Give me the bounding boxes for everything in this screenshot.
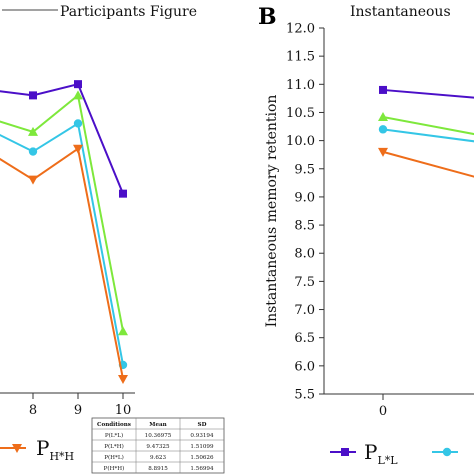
- panel-a-x-tick-label: 8: [29, 403, 37, 418]
- panel-b-letter: B: [258, 4, 277, 30]
- panel-a-series: [0, 80, 128, 384]
- panel-b-point-pll-0: [379, 85, 387, 94]
- panel-a-x-tick-label: 10: [115, 403, 132, 418]
- stats-table-cell: 9.623: [150, 455, 166, 461]
- panel-b: B Instantaneous 5.5 6.0 6.5 7.0 7.5 8.0 8.5 9.0…: [258, 4, 474, 467]
- panel-a-point-phl-2: [73, 119, 83, 128]
- panel-b-line-pll: [382, 88, 474, 99]
- legend-swatch-marker: [341, 448, 349, 456]
- stats-table: Conditions P(L*L) P(L*H) P(H*L) P(H*H) Mean 10…: [91, 417, 225, 474]
- stats-table-cell: P(L*H): [104, 443, 124, 450]
- stats-table-cell: P(H*H): [104, 465, 125, 472]
- stats-table-header: Conditions: [97, 422, 131, 428]
- panel-b-line-phl: [382, 128, 474, 143]
- panel-a-line-pll: [0, 82, 124, 195]
- panel-b-line-plh: [382, 115, 474, 136]
- legend-swatch-marker: [442, 447, 452, 457]
- panel-b-y-tick-label: 8.0: [294, 247, 315, 262]
- panel-b-x-ticks: 0: [379, 394, 387, 419]
- legend-label-phh: PH*H: [36, 436, 74, 463]
- panel-a-legend: PH*H: [0, 436, 74, 463]
- panel-b-y-tick-label: 6.5: [294, 331, 315, 346]
- stats-table-cell: P(H*L): [104, 454, 124, 461]
- panel-a-title: Participants Figure: [60, 4, 197, 20]
- panel-a: Participants Figure 8 9 10 PH*H Conditions…: [0, 4, 225, 474]
- panel-b-y-tick-label: 7.0: [294, 303, 315, 318]
- stats-table-cell: 0.93194: [190, 433, 214, 439]
- panel-b-point-phl-0: [378, 125, 388, 134]
- panel-a-x-ticks: 8 9 10: [29, 393, 131, 418]
- stats-table-cell: 9.47325: [146, 444, 170, 450]
- panel-a-point-phh-2: [73, 144, 83, 154]
- stats-table-cell: P(L*L): [105, 432, 123, 439]
- stats-table-cell: 10.36975: [145, 433, 172, 439]
- legend-swatch-marker: [12, 444, 22, 453]
- panel-a-point-pll-3: [119, 189, 127, 198]
- panel-b-title: Instantaneous: [350, 4, 451, 20]
- panel-a-line-phl: [0, 121, 124, 366]
- panel-a-point-plh-3: [118, 326, 128, 336]
- panel-a-x-tick-label: 9: [74, 403, 82, 418]
- panel-b-y-tick-label: 8.5: [294, 219, 315, 234]
- panel-b-series: [378, 85, 474, 178]
- panel-a-point-pll-1: [29, 91, 37, 100]
- legend-label-pll: PL*L: [364, 440, 398, 467]
- panel-a-point-plh-2: [73, 90, 83, 100]
- panel-a-point-phl-1: [28, 147, 38, 156]
- panel-b-y-label: Instantaneous memory retention: [264, 95, 280, 328]
- panel-a-point-phh-3: [118, 374, 128, 384]
- panel-b-y-tick-label: 6.0: [294, 359, 315, 374]
- stats-table-header: Mean: [149, 422, 166, 428]
- stats-table-cell: 1.56994: [190, 466, 214, 472]
- panel-b-y-tick-label: 7.5: [294, 275, 315, 290]
- panel-b-y-tick-label: 9.0: [294, 190, 315, 205]
- panel-b-legend: PL*L: [330, 440, 458, 467]
- panel-a-point-pll-2: [74, 80, 82, 89]
- panel-b-y-tick-label: 11.5: [286, 50, 315, 65]
- panel-b-y-tick-label: 5.5: [294, 388, 315, 403]
- stats-table-border: [91, 417, 225, 474]
- panel-a-point-plh-1: [28, 126, 38, 136]
- panel-a-line-plh: [0, 93, 124, 332]
- panel-b-point-plh-0: [378, 111, 388, 121]
- stats-table-cell: 1.50626: [190, 455, 214, 461]
- panel-b-y-tick-label: 11.0: [286, 78, 315, 93]
- panel-b-y-tick-label: 10.5: [286, 106, 315, 121]
- panel-b-y-tick-label: 9.5: [294, 162, 315, 177]
- stats-table-header: SD: [198, 422, 207, 428]
- panel-b-x-tick-label: 0: [379, 404, 387, 419]
- stats-table-cell: 8.8915: [148, 466, 168, 472]
- panel-b-y-tick-label: 12.0: [286, 22, 315, 37]
- panel-b-y-ticks: 5.5 6.0 6.5 7.0 7.5 8.0 8.5 9.0 9.5 10.0 10.5 11.0 1…: [286, 22, 324, 403]
- panel-a-line-phh: [0, 147, 124, 380]
- stats-table-cell: 1.51099: [190, 444, 214, 450]
- panel-b-point-phh-0: [378, 147, 388, 157]
- panel-b-y-tick-label: 10.0: [286, 134, 315, 149]
- panel-a-point-phh-1: [28, 175, 38, 185]
- panel-b-line-phh: [382, 150, 474, 178]
